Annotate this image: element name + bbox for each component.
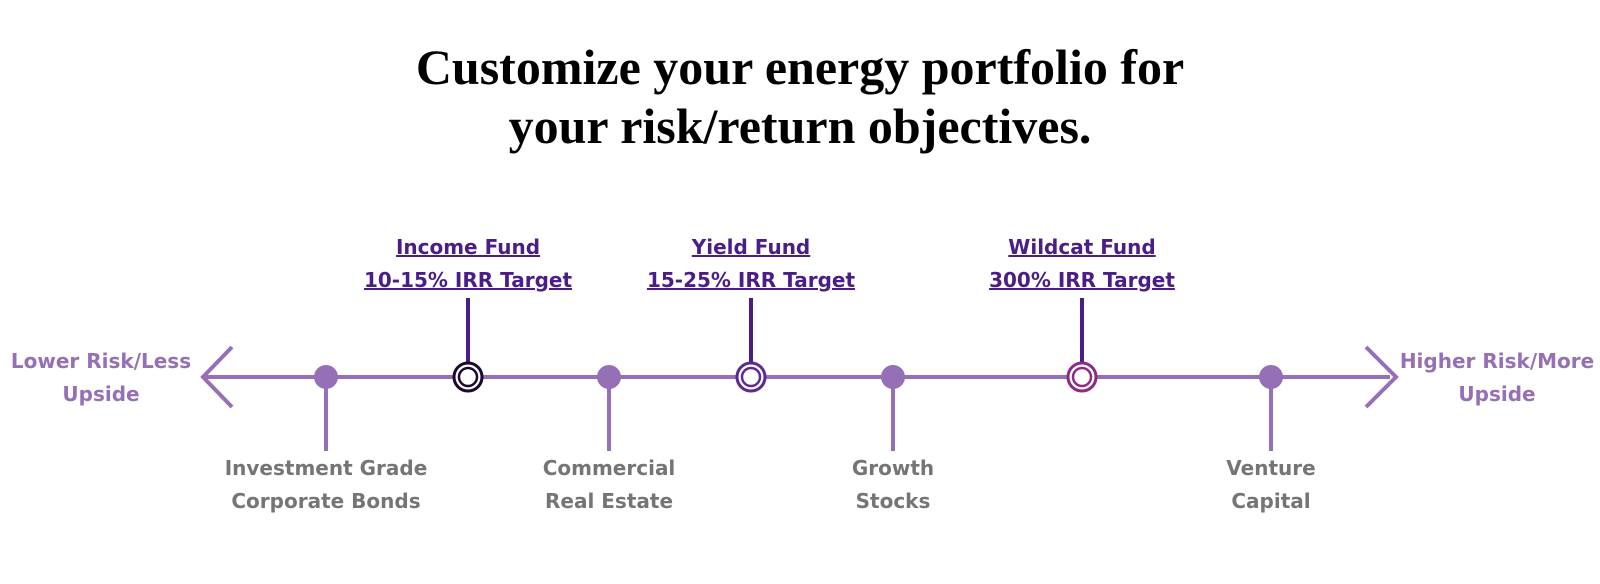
asset-marker-real-estate (597, 365, 621, 451)
fund-label-yield: Yield Fund 15-25% IRR Target (631, 231, 871, 297)
higher-risk-label: Higher Risk/More Upside (1377, 345, 1600, 411)
asset-bonds-line-1: Investment Grade (224, 456, 428, 480)
lower-risk-label: Lower Risk/Less Upside (0, 345, 221, 411)
asset-real-estate-line-1: Commercial (542, 456, 676, 480)
yield-fund-link[interactable]: Yield Fund (691, 235, 811, 259)
lower-risk-line-1: Lower Risk/Less (10, 349, 192, 373)
yield-fund-target-link[interactable]: 15-25% IRR Target (646, 268, 856, 292)
asset-label-stocks: Growth Stocks (773, 452, 1013, 518)
fund-marker-yield (735, 298, 767, 393)
asset-bonds-line-2: Corporate Bonds (231, 489, 421, 513)
asset-marker-stocks (881, 365, 905, 451)
asset-real-estate-line-2: Real Estate (544, 489, 674, 513)
title-line-2: your risk/return objectives. (508, 98, 1092, 154)
asset-label-venture: Venture Capital (1151, 452, 1391, 518)
title-line-1: Customize your energy portfolio for (415, 39, 1185, 95)
asset-stocks-line-1: Growth (851, 456, 935, 480)
higher-risk-line-1: Higher Risk/More (1399, 349, 1595, 373)
asset-stocks-line-2: Stocks (855, 489, 931, 513)
asset-marker-bonds (314, 365, 338, 451)
left-arrow-icon (200, 345, 234, 409)
fund-label-income: Income Fund 10-15% IRR Target (348, 231, 588, 297)
asset-label-real-estate: Commercial Real Estate (489, 452, 729, 518)
fund-label-wildcat: Wildcat Fund 300% IRR Target (962, 231, 1202, 297)
right-arrow-icon (1364, 345, 1399, 409)
income-fund-link[interactable]: Income Fund (395, 235, 541, 259)
wildcat-fund-target-link[interactable]: 300% IRR Target (989, 268, 1175, 292)
higher-risk-line-2: Upside (1458, 382, 1536, 406)
asset-venture-line-2: Capital (1231, 489, 1311, 513)
wildcat-fund-link[interactable]: Wildcat Fund (1008, 235, 1156, 259)
page-title: Customize your energy portfolio for your… (0, 38, 1600, 156)
asset-label-bonds: Investment Grade Corporate Bonds (206, 452, 446, 518)
asset-marker-venture (1259, 365, 1283, 451)
fund-marker-income (452, 298, 484, 393)
lower-risk-line-2: Upside (62, 382, 140, 406)
income-fund-target-link[interactable]: 10-15% IRR Target (363, 268, 573, 292)
asset-venture-line-1: Venture (1226, 456, 1316, 480)
fund-marker-wildcat (1066, 298, 1098, 393)
